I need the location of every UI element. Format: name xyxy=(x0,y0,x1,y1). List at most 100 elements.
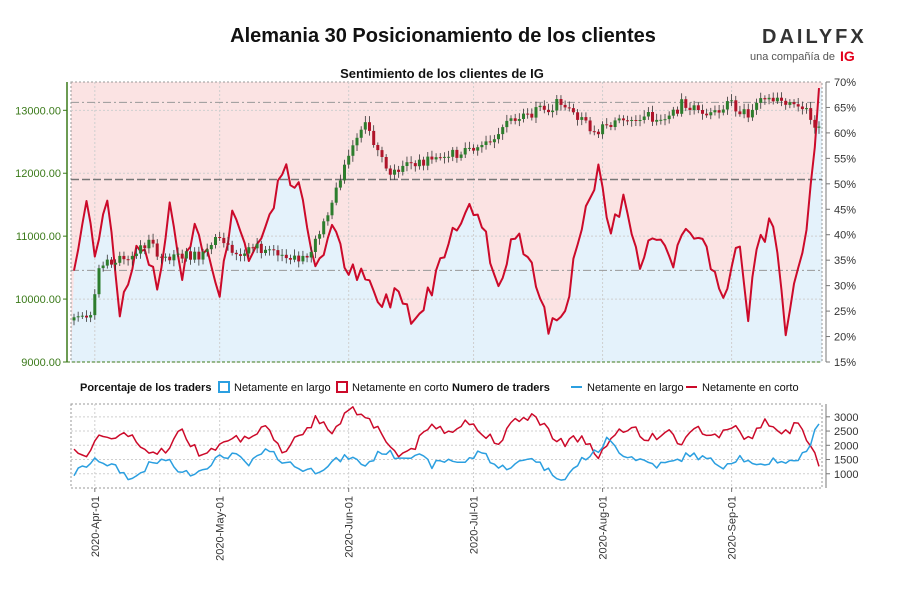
candle-body xyxy=(355,137,359,146)
candle-body xyxy=(780,97,783,101)
candle-body xyxy=(730,100,734,102)
candle-body xyxy=(413,163,417,167)
series-trader-counts xyxy=(73,406,820,481)
candle-body xyxy=(168,256,172,261)
candle-body xyxy=(447,156,451,158)
candle-body xyxy=(559,99,563,105)
count-tick-label-1: 1500 xyxy=(834,455,858,467)
candle-body xyxy=(93,294,97,316)
candle-body xyxy=(601,124,605,135)
legend-count-short: Netamente en corto xyxy=(702,382,799,394)
main-grid xyxy=(70,81,823,363)
candle-body xyxy=(122,255,126,260)
candle-body xyxy=(297,255,301,262)
candle-body xyxy=(530,113,534,118)
candle-body xyxy=(222,237,226,244)
candle-body xyxy=(313,238,317,252)
candle-body xyxy=(805,108,808,110)
candle-body xyxy=(671,109,675,116)
candle-body xyxy=(467,147,471,149)
candle-body xyxy=(551,110,555,113)
candle-body xyxy=(705,113,709,116)
date-axis: 2020-Apr-01 2020-May-01 2020-Jun-01 2020-Ju… xyxy=(90,488,739,561)
candle-body xyxy=(667,115,671,120)
candle-body xyxy=(359,129,363,138)
candle-body xyxy=(264,249,267,253)
pct-tick-label-8: 55% xyxy=(834,153,856,165)
candle-body xyxy=(676,109,679,114)
candle-body xyxy=(393,169,396,175)
candle-body xyxy=(813,119,817,128)
price-tick-label-3: 12000.00 xyxy=(15,168,61,180)
candle-body xyxy=(788,102,792,105)
candle-body xyxy=(384,157,388,169)
candle-body xyxy=(147,239,151,249)
candle-body xyxy=(89,315,93,318)
candle-body xyxy=(775,97,779,102)
candle-body xyxy=(451,149,455,157)
candle-body xyxy=(555,99,559,111)
candlesticks xyxy=(72,92,821,326)
candle-body xyxy=(118,255,122,263)
candle-body xyxy=(680,99,684,114)
candle-body xyxy=(725,101,729,110)
candle-body xyxy=(605,124,609,126)
date-label-5: 2020-Sep-01 xyxy=(727,496,739,560)
price-tick-label-0: 9000.00 xyxy=(21,357,61,369)
candle-body xyxy=(513,118,517,121)
candle-body xyxy=(642,116,646,120)
count-axis: 1000 1500 2000 2500 3000 xyxy=(825,404,858,488)
candle-body xyxy=(159,256,163,258)
candle-body xyxy=(767,97,771,100)
candle-body xyxy=(134,253,138,256)
candle-body xyxy=(338,180,342,188)
candle-body xyxy=(684,99,688,108)
candle-body xyxy=(734,100,738,112)
candle-body xyxy=(230,244,234,253)
series-pct-short xyxy=(73,88,820,337)
candle-body xyxy=(492,139,496,143)
candle-body xyxy=(472,147,476,151)
candle-body xyxy=(609,125,613,127)
candle-body xyxy=(638,120,642,121)
candle-body xyxy=(276,250,280,256)
candle-body xyxy=(318,234,322,239)
pct-short-line xyxy=(73,88,820,337)
candle-body xyxy=(442,156,446,158)
candle-body xyxy=(284,254,288,259)
main-frame xyxy=(70,81,823,363)
pct-tick-label-10: 65% xyxy=(834,102,856,114)
candle-body xyxy=(613,120,617,127)
candle-body xyxy=(85,315,88,318)
candle-body xyxy=(243,253,247,256)
candle-body xyxy=(272,249,276,251)
candle-body xyxy=(110,259,113,265)
candle-body xyxy=(746,109,750,118)
candle-body xyxy=(417,159,421,167)
pct-tick-label-5: 40% xyxy=(834,230,856,242)
pct-tick-label-7: 50% xyxy=(834,179,856,191)
candle-body xyxy=(184,251,188,259)
candle-body xyxy=(547,109,550,113)
pct-tick-label-0: 15% xyxy=(834,357,856,369)
candle-body xyxy=(626,120,629,122)
candle-body xyxy=(330,202,334,216)
candle-body xyxy=(343,164,346,181)
bottom-grid xyxy=(70,403,823,489)
candle-body xyxy=(701,110,704,114)
candle-body xyxy=(351,145,355,156)
candle-body xyxy=(193,251,197,260)
candle-body xyxy=(268,249,272,251)
candle-body xyxy=(405,162,409,166)
candle-body xyxy=(293,255,297,260)
candle-body xyxy=(239,254,242,256)
candle-body xyxy=(709,112,713,116)
bottom-frame xyxy=(70,403,823,489)
candle-body xyxy=(476,147,480,151)
candle-body xyxy=(455,149,459,158)
candle-body xyxy=(368,122,371,131)
candle-body xyxy=(563,104,567,108)
candle-body xyxy=(430,156,434,160)
count-tick-label-3: 2500 xyxy=(834,426,858,438)
